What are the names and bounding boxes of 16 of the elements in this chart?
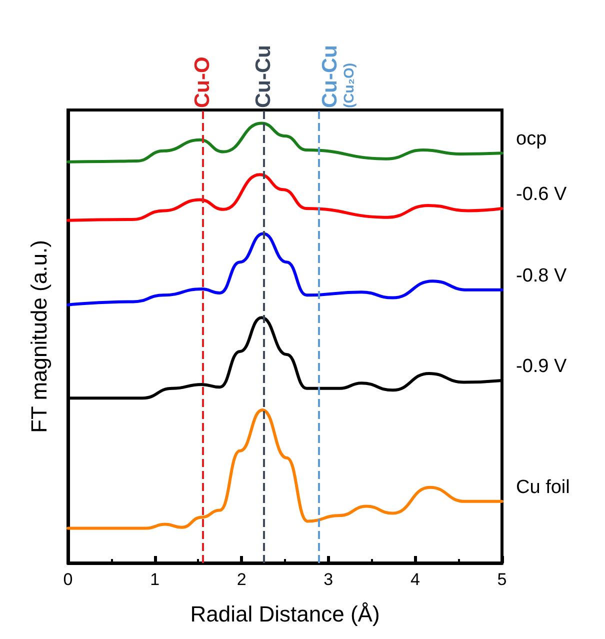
x-tick-label: 1: [150, 570, 160, 589]
series-label: -0.9 V: [516, 356, 568, 377]
x-tick-label: 2: [236, 570, 246, 589]
ref-line-label: Cu-Cu (Cu₂O): [318, 45, 356, 108]
series-label: ocp: [516, 128, 547, 150]
x-axis-title: Radial Distance (Å): [190, 602, 380, 626]
ref-line-label: Cu-Cu: [252, 45, 275, 108]
x-tick-label: 0: [63, 570, 73, 589]
y-axis-title: FT magnitude (a.u.): [26, 240, 52, 433]
series-label: -0.6 V: [516, 184, 568, 206]
series-label: -0.8 V: [516, 265, 568, 286]
x-tick-label: 3: [324, 570, 334, 589]
ref-line-label: Cu-O: [191, 56, 214, 108]
series-label: Cu foil: [516, 476, 570, 498]
x-tick-label: 4: [410, 570, 420, 589]
x-tick-label: 5: [497, 570, 507, 589]
